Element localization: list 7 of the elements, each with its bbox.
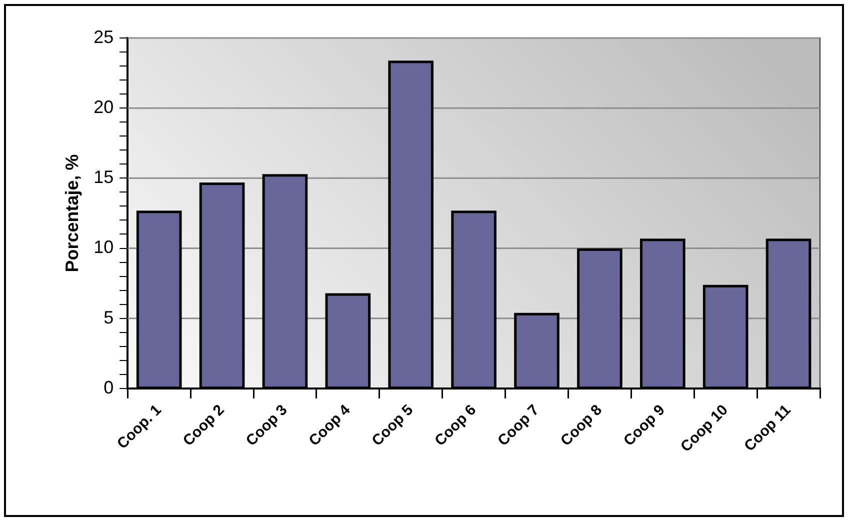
y-tick-label: 25 (94, 26, 114, 47)
y-tick-label: 15 (94, 167, 114, 188)
y-tick-label: 20 (94, 97, 114, 118)
y-tick-label: 5 (104, 307, 114, 328)
y-tick-label: 10 (94, 237, 114, 258)
y-tick-label: 0 (104, 377, 114, 398)
y-axis-title: Porcentaje, % (62, 154, 82, 272)
